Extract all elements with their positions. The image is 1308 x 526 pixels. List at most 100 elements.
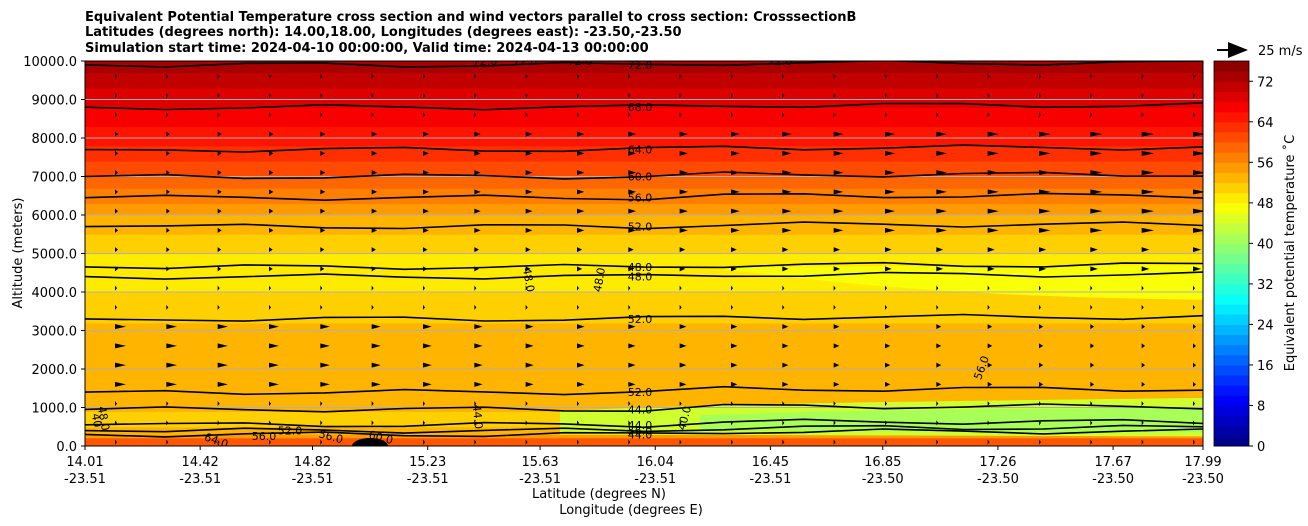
wind-vector	[269, 304, 271, 310]
contour-label: 40.0	[675, 405, 694, 432]
wind-vector	[1039, 112, 1041, 118]
wind-vector	[679, 343, 687, 349]
wind-vector	[115, 401, 117, 407]
wind-vector	[474, 112, 477, 118]
wind-vector	[782, 131, 792, 137]
wind-vector	[1193, 362, 1196, 368]
contour-band	[85, 372, 1203, 378]
wind-vector	[166, 112, 169, 118]
wind-vector	[115, 150, 118, 156]
wind-vector	[371, 227, 378, 233]
x-tick-label-lat: 16.85	[864, 455, 901, 470]
colorbar-segment	[1214, 344, 1249, 356]
wind-vector	[525, 381, 534, 387]
wind-vector	[1090, 247, 1098, 253]
wind-vector	[577, 73, 579, 79]
wind-vector	[679, 381, 687, 387]
contour-band	[85, 249, 1203, 255]
colorbar-segment	[1214, 273, 1249, 285]
contour-band	[85, 161, 1203, 166]
wind-vector	[628, 439, 631, 445]
colorbar-tick-label: 24	[1257, 318, 1274, 333]
contour-band	[85, 295, 1203, 301]
wind-vector	[320, 131, 326, 137]
contour-band	[85, 434, 1203, 439]
wind-vector	[423, 420, 425, 426]
wind-vector	[1193, 93, 1195, 99]
wind-vector	[217, 93, 220, 99]
wind-vector	[1193, 73, 1195, 79]
x-axis-label-lon: Longitude (degrees E)	[559, 503, 703, 518]
colorbar-segment	[1214, 152, 1249, 163]
chart-title-line-2: Latitudes (degrees north): 14.00,18.00, …	[85, 25, 682, 40]
wind-vector	[115, 439, 117, 445]
contour-band	[85, 164, 1203, 170]
wind-vector	[731, 439, 733, 445]
wind-vector	[423, 93, 425, 99]
wind-vector	[371, 266, 376, 272]
wind-vector	[936, 150, 947, 156]
wind-vector	[679, 93, 682, 99]
wind-vector	[987, 247, 995, 253]
wind-vector	[269, 401, 271, 407]
colorbar-segment	[1214, 415, 1249, 427]
colorbar-segment	[1214, 405, 1249, 417]
colorbar-segment	[1214, 324, 1249, 336]
wind-vector	[166, 343, 177, 349]
contour-band	[85, 241, 1203, 247]
wind-vector	[577, 112, 579, 118]
wind-vector	[782, 381, 789, 387]
wind-vector	[525, 266, 531, 272]
wind-vector	[115, 131, 118, 137]
contour-label: 60.0	[628, 171, 653, 184]
contour-band	[85, 211, 1203, 216]
wind-vector	[1141, 189, 1155, 195]
wind-vector	[269, 170, 274, 176]
wind-vector	[628, 304, 631, 310]
wind-vector	[577, 93, 579, 99]
wind-vector	[115, 189, 118, 195]
x-tick-label-lat: 16.04	[637, 455, 674, 470]
wind-vector	[115, 285, 117, 291]
wind-vector	[679, 170, 688, 176]
contour-line	[85, 271, 1203, 280]
contour-band	[85, 141, 1203, 147]
wind-vector	[1090, 285, 1093, 291]
x-tick-label-lat: 16.45	[752, 455, 789, 470]
wind-vector	[1090, 227, 1103, 233]
contour-band	[85, 222, 1203, 228]
colorbar-segment	[1214, 425, 1249, 437]
wind-vector	[885, 324, 891, 330]
x-tick-label-lat: 17.26	[979, 455, 1016, 470]
wind-vector	[679, 189, 688, 195]
wind-vector	[628, 93, 631, 99]
wind-vector	[833, 227, 844, 233]
wind-vector	[217, 285, 220, 291]
contour-label: 52.0	[628, 221, 653, 234]
colorbar-segment	[1214, 212, 1249, 224]
contour-label: 44.0	[628, 419, 653, 432]
contour-band	[85, 338, 1203, 343]
colorbar-segment	[1214, 111, 1249, 123]
contour-band	[85, 403, 1203, 409]
wind-vector	[320, 439, 323, 445]
contour-band	[85, 138, 1203, 143]
wind-vector	[1090, 189, 1103, 195]
wind-vector	[936, 439, 939, 445]
wind-vector	[371, 285, 374, 291]
contour-line	[85, 261, 1203, 271]
wind-vector	[577, 304, 579, 310]
wind-vector	[731, 324, 738, 330]
wind-vector	[987, 343, 993, 349]
wind-vector	[628, 420, 631, 426]
x-tick-label-lat: 17.99	[1184, 455, 1221, 470]
wind-vector	[833, 381, 840, 387]
wind-vector	[474, 189, 481, 195]
colorbar-tick-label: 64	[1257, 116, 1274, 131]
wind-vector	[525, 93, 528, 99]
wind-vector	[320, 150, 326, 156]
wind-vector	[833, 401, 836, 407]
wind-vector	[577, 208, 585, 214]
contour-band	[85, 365, 1203, 370]
wind-vector	[885, 420, 887, 426]
